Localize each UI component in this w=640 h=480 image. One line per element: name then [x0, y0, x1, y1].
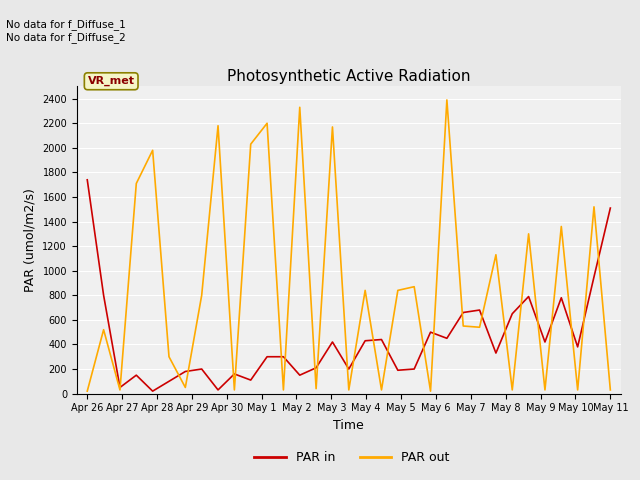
Text: No data for f_Diffuse_1
No data for f_Diffuse_2: No data for f_Diffuse_1 No data for f_Di…	[6, 19, 126, 43]
Title: Photosynthetic Active Radiation: Photosynthetic Active Radiation	[227, 69, 470, 84]
Text: VR_met: VR_met	[88, 76, 134, 86]
X-axis label: Time: Time	[333, 419, 364, 432]
Legend: PAR in, PAR out: PAR in, PAR out	[250, 446, 454, 469]
Y-axis label: PAR (umol/m2/s): PAR (umol/m2/s)	[24, 188, 36, 292]
